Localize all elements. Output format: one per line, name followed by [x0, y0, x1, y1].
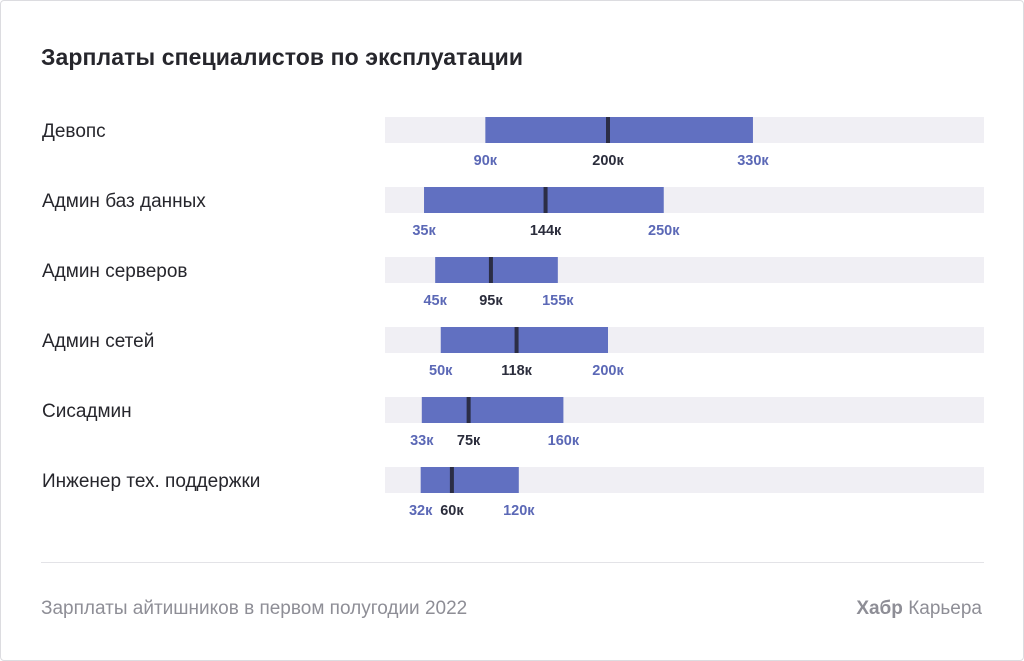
max-value-label: 200к: [592, 363, 624, 379]
median-marker: [543, 187, 548, 213]
category-label: Сисадмин: [42, 401, 132, 422]
median-marker: [488, 257, 493, 283]
max-value-label: 160к: [548, 433, 580, 449]
brand-section: Карьера: [908, 598, 982, 619]
footer-divider: [41, 562, 984, 563]
salary-range-bar: [420, 467, 519, 493]
median-value-label: 75к: [457, 433, 481, 449]
median-marker: [466, 397, 471, 423]
median-value-label: 144к: [530, 223, 562, 239]
median-value-label: 95к: [479, 293, 503, 309]
max-value-label: 155к: [542, 293, 574, 309]
salary-range-bar: [440, 327, 608, 353]
min-value-label: 45к: [423, 293, 447, 309]
brand-name: Хабр: [856, 598, 903, 619]
salary-range-chart: Девопс 90к 200к 330к Админ баз данных 35к 144к…: [42, 117, 984, 519]
chart-title: Зарплаты специалистов по эксплуатации: [41, 44, 524, 70]
median-marker: [606, 117, 610, 143]
max-value-label: 120к: [503, 503, 535, 519]
category-label: Админ баз данных: [42, 191, 206, 212]
salary-range-bar: [485, 117, 753, 143]
category-label: Админ серверов: [42, 261, 188, 282]
min-value-label: 33к: [410, 433, 434, 449]
median-value-label: 118к: [501, 363, 532, 379]
category-label: Девопс: [42, 121, 106, 142]
salary-range-bar: [435, 257, 558, 283]
brand-logo: Хабр Карьера: [856, 598, 982, 620]
median-value-label: 200к: [592, 153, 624, 169]
category-label: Инженер тех. поддержки: [42, 471, 260, 492]
min-value-label: 35к: [412, 223, 436, 239]
salary-range-bar: [421, 397, 564, 423]
max-value-label: 250к: [648, 223, 680, 239]
median-marker: [514, 327, 519, 353]
max-value-label: 330к: [737, 153, 769, 169]
footer-note: Зарплаты айтишников в первом полугодии 2…: [41, 598, 468, 619]
median-marker: [449, 467, 454, 493]
min-value-label: 90к: [474, 153, 498, 169]
category-label: Админ сетей: [42, 331, 154, 352]
median-value-label: 60к: [440, 503, 464, 519]
min-value-label: 50к: [429, 363, 453, 379]
min-value-label: 32к: [409, 503, 433, 519]
